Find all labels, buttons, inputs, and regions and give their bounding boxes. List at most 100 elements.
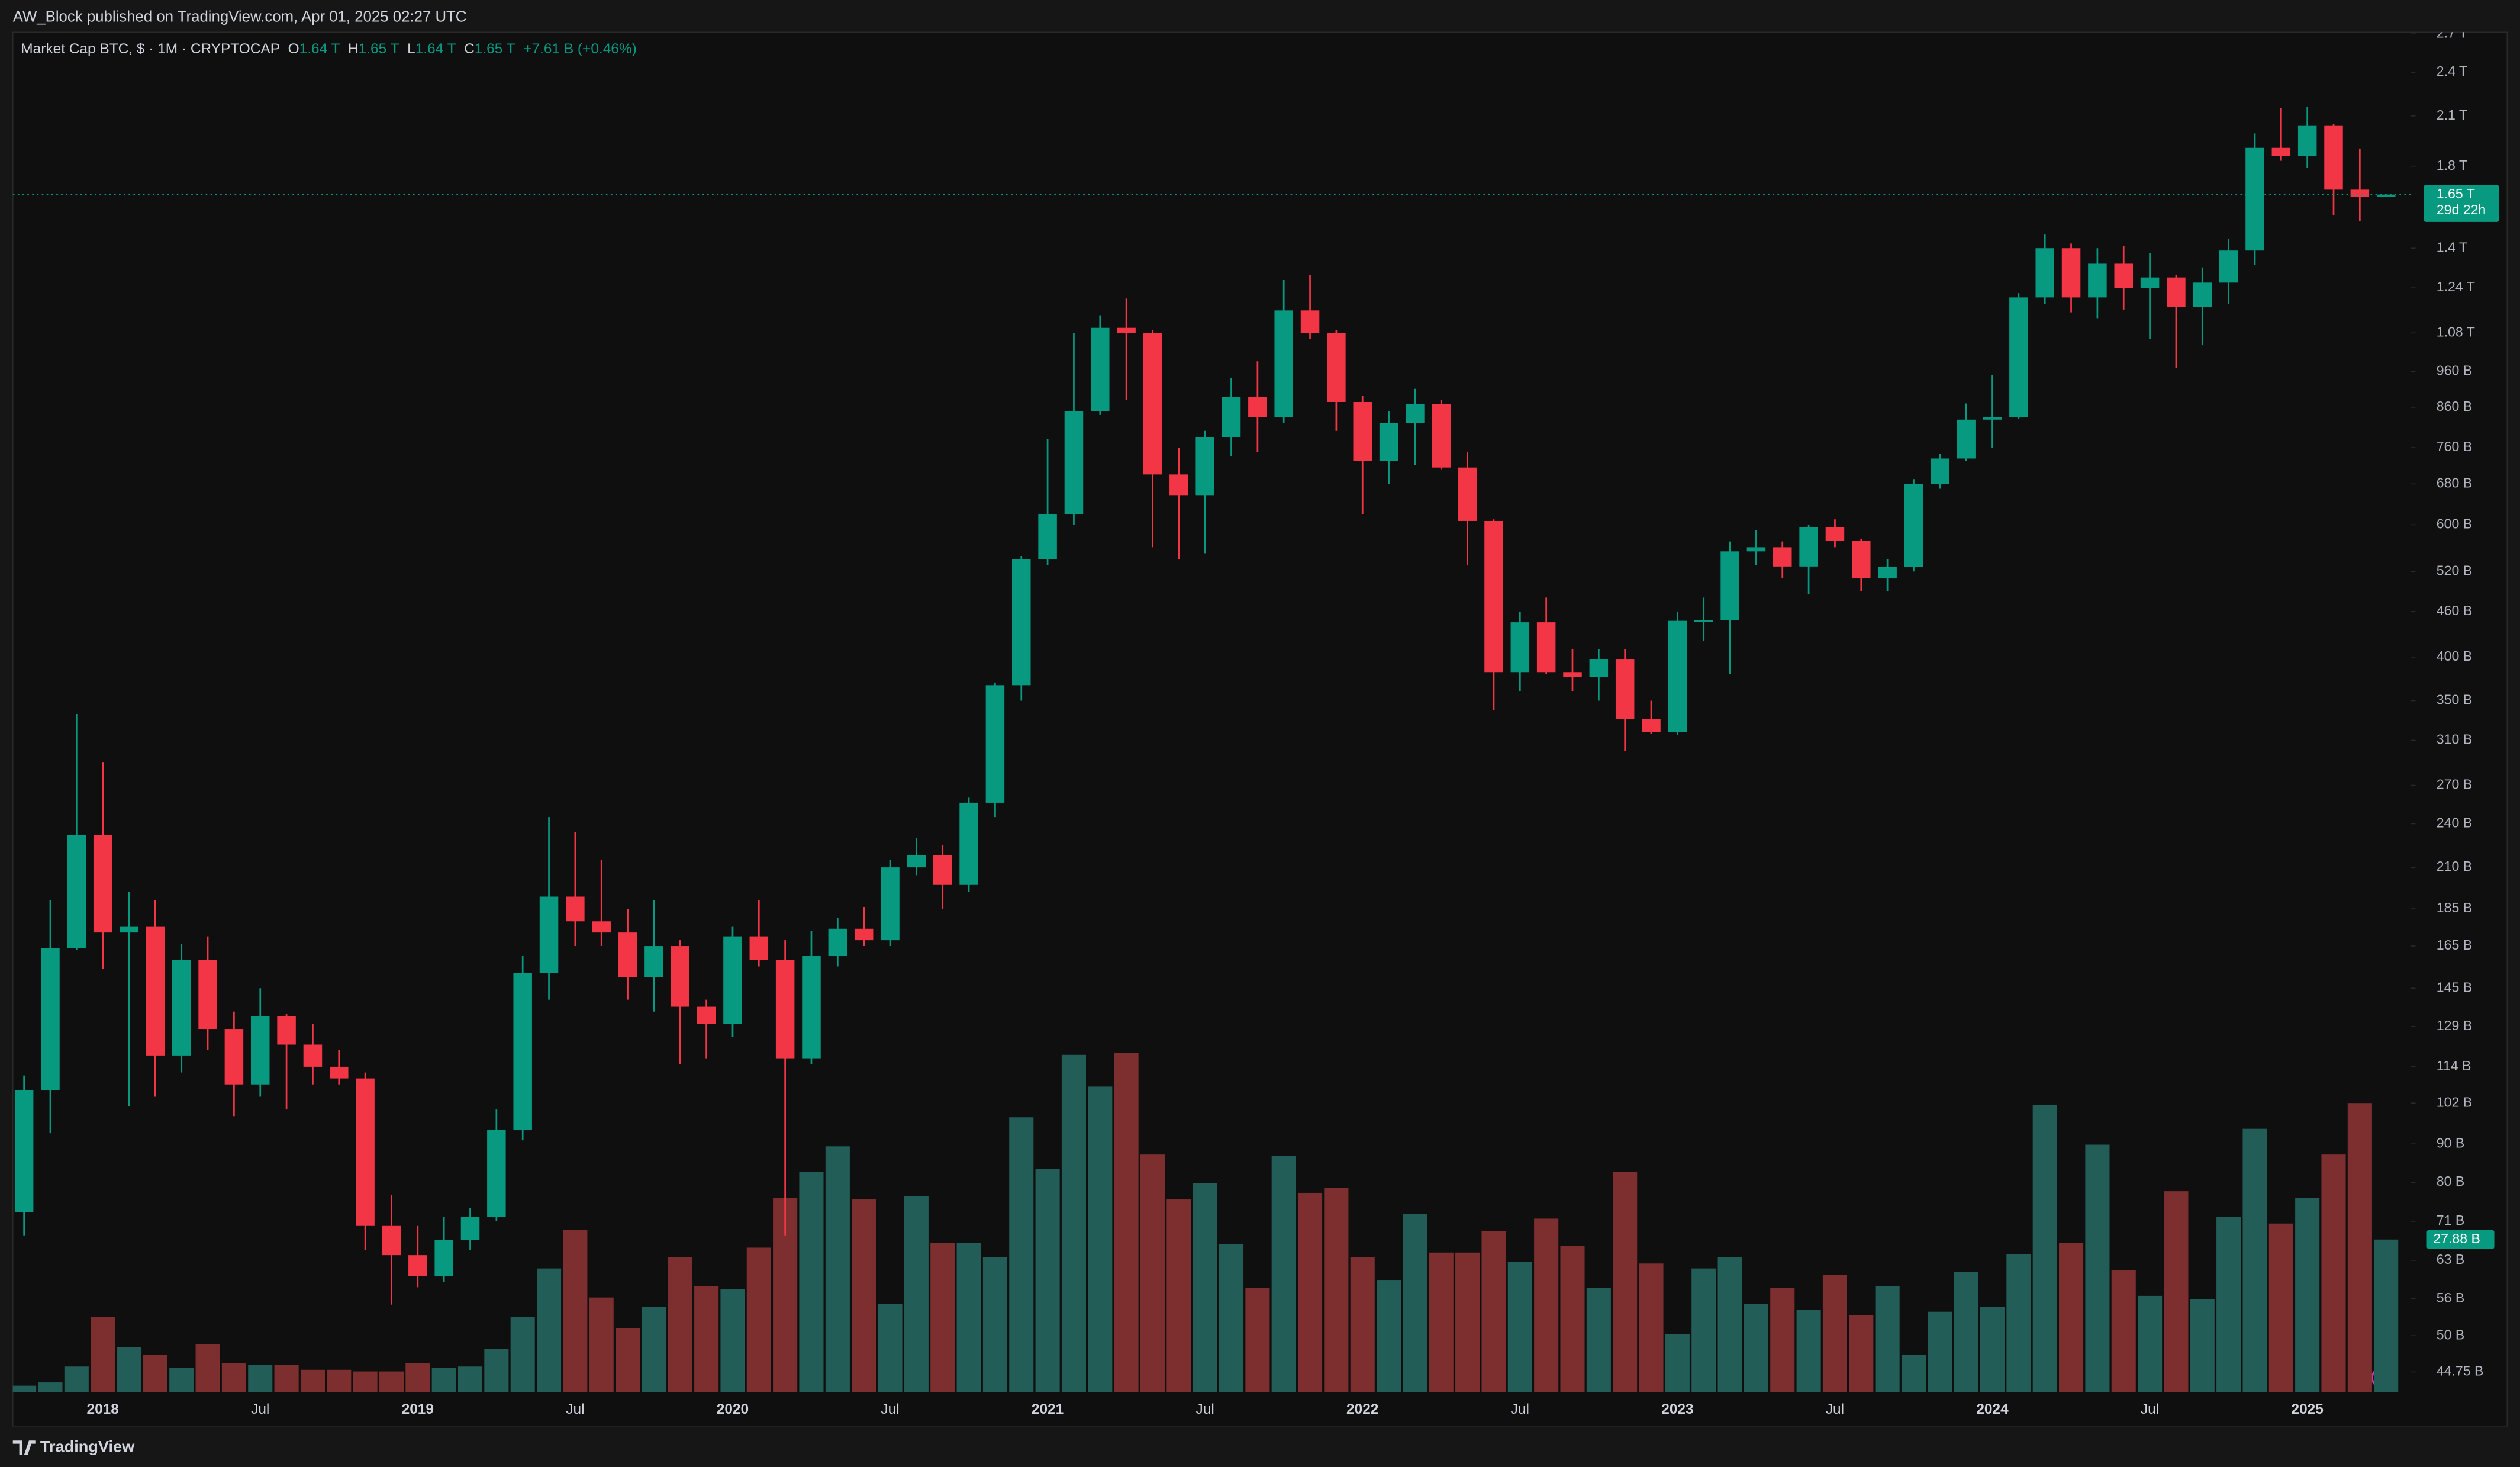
candle-body (460, 1217, 480, 1240)
candle-body (1327, 333, 1346, 402)
candle-body (985, 685, 1005, 803)
candle-body (2061, 248, 2081, 298)
volume-bar (117, 1347, 141, 1392)
y-tick-label: 600 B (2437, 516, 2472, 531)
candle-body (1432, 404, 1451, 468)
y-tick-label: 56 B (2437, 1290, 2464, 1305)
footer-text: TradingView (40, 1437, 135, 1456)
candle-body (1931, 458, 1949, 484)
x-tick-label: 2020 (717, 1401, 749, 1417)
candle-body (277, 1016, 296, 1045)
y-tick-label: 50 B (2437, 1327, 2464, 1342)
candle-body (1012, 559, 1031, 686)
plot: 2.7 T 2.4 T 2.1 T 1.8 T 1.4 T 1.24 T 1.08 T 960… (12, 25, 2483, 1392)
y-tick-label: 1.4 T (2437, 239, 2467, 255)
y-tick-label: 680 B (2437, 475, 2472, 490)
volume-bar (1954, 1272, 1978, 1392)
candle-body (2324, 125, 2343, 190)
x-tick-label: Jul (1196, 1401, 1214, 1417)
volume-bar (1849, 1315, 1874, 1392)
candle-body (2376, 194, 2396, 197)
candle-body (1825, 527, 1845, 541)
candle-body (1878, 567, 1897, 579)
volume-bar (143, 1355, 167, 1392)
volume-bar (1980, 1307, 2005, 1392)
candle-body (1274, 310, 1293, 417)
candle-body (2219, 250, 2238, 283)
candle-body (2167, 277, 2186, 307)
candle-body (1353, 401, 1372, 461)
x-tick-label: Jul (1826, 1401, 1844, 1417)
volume-bar (1088, 1086, 1113, 1392)
volume-bar (510, 1317, 535, 1392)
candle-body (1983, 417, 2002, 420)
candle-body (1904, 484, 1923, 567)
volume-bar (1377, 1280, 1401, 1392)
y-tick-label: 71 B (2437, 1212, 2464, 1228)
x-tick-label: 2022 (1346, 1401, 1378, 1417)
x-tick-label: 2025 (2291, 1401, 2323, 1417)
candle-body (1117, 327, 1136, 333)
volume-bar (1481, 1231, 1506, 1392)
candle-body (1589, 659, 1609, 677)
volume-bar (431, 1368, 456, 1392)
volume-bar (484, 1349, 509, 1392)
volume-bar (1114, 1053, 1139, 1392)
volume-bar (327, 1369, 352, 1392)
volume-bar (2032, 1104, 2057, 1392)
candle-body (854, 928, 874, 941)
candle-body (959, 802, 978, 885)
volume-bar (1875, 1286, 1900, 1392)
candle-body (41, 948, 60, 1091)
candle-body (67, 835, 86, 948)
volume-bar (878, 1304, 903, 1392)
volume-bar (353, 1371, 378, 1392)
price-marker-label: 1.65 T (2437, 186, 2475, 201)
volume-bar (720, 1289, 745, 1392)
y-tick-label: 210 B (2437, 858, 2472, 874)
volume-bar (2374, 1239, 2399, 1392)
legend-value: 1.65 T (475, 41, 515, 57)
candle-body (1852, 541, 1871, 579)
y-tick-label: 240 B (2437, 815, 2472, 831)
y-tick-label: 80 B (2437, 1173, 2464, 1189)
candle-body (1642, 719, 1661, 732)
legend-change: +7.61 B (+0.46%) (523, 41, 637, 57)
candle-body (933, 855, 952, 885)
y-tick-label: 114 B (2437, 1058, 2471, 1073)
y-tick-label: 129 B (2437, 1018, 2472, 1033)
volume-bar (616, 1328, 640, 1392)
volume-bar (195, 1344, 220, 1392)
volume-bar (563, 1230, 588, 1392)
volume-bar (1219, 1244, 1244, 1392)
candle-body (1694, 620, 1713, 622)
volume-bar (1796, 1310, 1821, 1392)
y-tick-label: 2.7 T (2437, 25, 2467, 40)
volume-bar (1560, 1246, 1585, 1392)
volume-bar (2059, 1243, 2084, 1392)
y-tick-label: 1.08 T (2437, 324, 2475, 339)
y-tick-label: 145 B (2437, 979, 2472, 995)
y-tick-label: 2.4 T (2437, 63, 2467, 79)
volume-bar (1193, 1183, 1217, 1392)
y-tick-label: 63 B (2437, 1252, 2464, 1267)
volume-bar (2321, 1154, 2346, 1392)
candle-body (1799, 527, 1818, 567)
volume-bar (457, 1366, 483, 1392)
candle-body (881, 867, 900, 941)
volume-bar (300, 1369, 325, 1392)
candle-body (907, 855, 926, 868)
volume-bar (1534, 1218, 1559, 1392)
candle-body (303, 1044, 323, 1067)
candle-body (2114, 263, 2133, 288)
candle-body (723, 936, 742, 1024)
candle-body (566, 896, 585, 922)
candle-body (1458, 467, 1477, 521)
volume-bar (2268, 1223, 2293, 1392)
header-text: AW_Block published on TradingView.com, A… (13, 9, 467, 25)
candle-body (14, 1090, 34, 1212)
candle-body (1406, 404, 1425, 423)
volume-bar (982, 1257, 1007, 1392)
volume-bar (825, 1146, 850, 1392)
y-tick-label: 90 B (2437, 1135, 2464, 1150)
